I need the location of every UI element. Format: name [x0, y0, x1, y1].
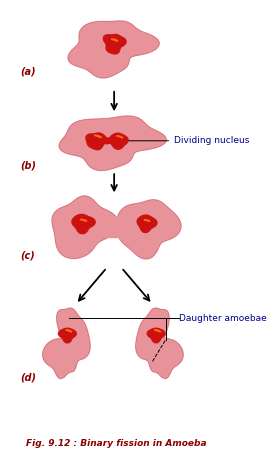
Polygon shape [94, 135, 101, 138]
Polygon shape [109, 133, 128, 149]
Polygon shape [66, 330, 72, 332]
Polygon shape [155, 330, 161, 332]
Polygon shape [105, 218, 123, 236]
Polygon shape [52, 196, 119, 258]
Polygon shape [72, 214, 95, 234]
Polygon shape [59, 328, 76, 343]
Text: Fig. 9.12 : Binary fission in Amoeba: Fig. 9.12 : Binary fission in Amoeba [26, 439, 207, 448]
Polygon shape [136, 308, 183, 379]
Polygon shape [68, 21, 159, 78]
Polygon shape [106, 138, 110, 144]
Polygon shape [147, 328, 165, 343]
Polygon shape [116, 200, 181, 259]
Text: Daughter amoebae: Daughter amoebae [166, 313, 267, 337]
Polygon shape [43, 308, 90, 379]
Text: (c): (c) [21, 251, 35, 261]
Text: (d): (d) [21, 372, 37, 382]
Polygon shape [106, 217, 122, 236]
Polygon shape [137, 215, 157, 233]
Polygon shape [117, 136, 123, 138]
Text: Dividing nucleus: Dividing nucleus [120, 136, 249, 146]
Text: (a): (a) [21, 67, 36, 77]
Text: (b): (b) [21, 161, 37, 171]
Polygon shape [59, 116, 166, 170]
Polygon shape [80, 219, 87, 221]
Polygon shape [103, 34, 126, 54]
Polygon shape [111, 39, 118, 41]
Polygon shape [144, 220, 150, 222]
Polygon shape [86, 133, 107, 150]
